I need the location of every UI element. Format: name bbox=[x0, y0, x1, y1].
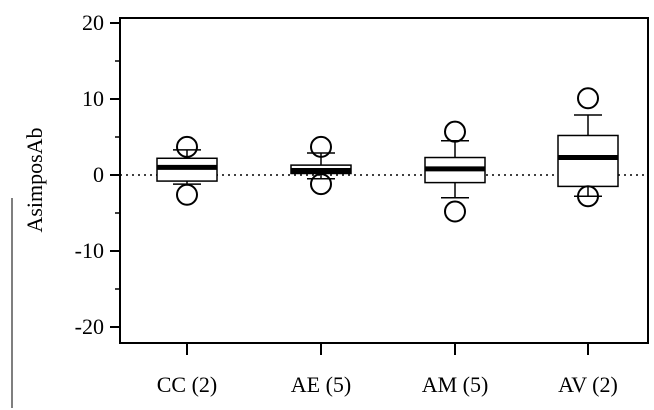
y-tick-label: -20 bbox=[75, 314, 104, 339]
x-tick-label: AV (2) bbox=[558, 372, 618, 397]
y-tick-label: 20 bbox=[82, 10, 104, 35]
y-axis-title: AsimposAb bbox=[22, 127, 47, 232]
plot-frame bbox=[119, 17, 649, 344]
x-tick-label: AE (5) bbox=[291, 372, 351, 397]
outlier-point bbox=[310, 173, 332, 196]
box-2 bbox=[290, 135, 352, 196]
outlier-point bbox=[577, 185, 599, 208]
outlier-point bbox=[176, 135, 198, 158]
x-tick-label: AM (5) bbox=[422, 372, 489, 397]
outlier-point bbox=[444, 200, 466, 223]
box-3 bbox=[424, 120, 486, 223]
box-4 bbox=[557, 87, 619, 208]
y-tick-label: -10 bbox=[75, 238, 104, 263]
box-1 bbox=[156, 135, 218, 206]
outlier-point bbox=[577, 87, 599, 110]
y-tick-label: 10 bbox=[82, 86, 104, 111]
x-axis-ticks: CC (2) AE (5) AM (5) AV (2) bbox=[157, 343, 618, 397]
y-axis-ticks: -20 -10 0 10 20 bbox=[75, 10, 120, 339]
outlier-point bbox=[444, 120, 466, 143]
outlier-point bbox=[310, 135, 332, 158]
outlier-point bbox=[176, 183, 198, 206]
interquartile-box bbox=[557, 134, 619, 188]
boxes-layer bbox=[156, 87, 619, 223]
x-tick-label: CC (2) bbox=[157, 372, 218, 397]
y-tick-label: 0 bbox=[93, 162, 104, 187]
